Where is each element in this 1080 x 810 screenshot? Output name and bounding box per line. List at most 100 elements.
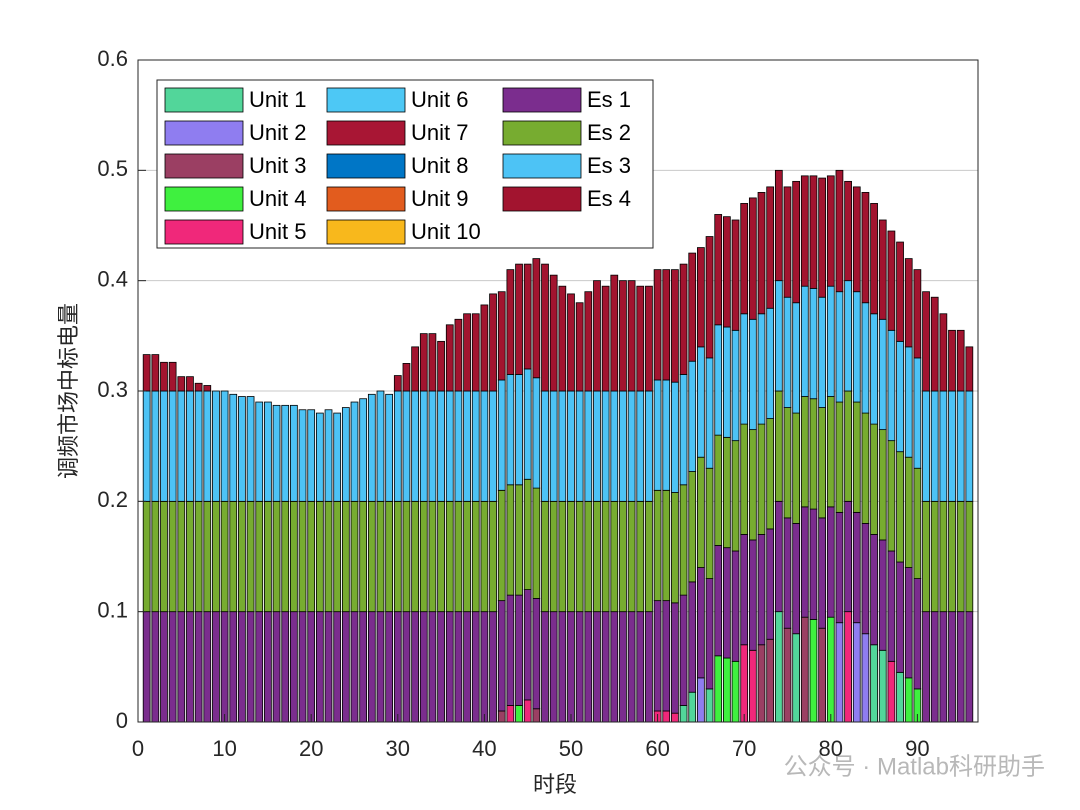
bar-segment <box>887 230 896 331</box>
bar-segment <box>177 500 186 613</box>
bar-segment <box>497 600 506 712</box>
bar-segment <box>852 511 861 624</box>
bar-segment <box>272 500 281 613</box>
bar-segment <box>575 390 584 502</box>
bar-segment <box>636 611 645 723</box>
bar-segment <box>930 500 939 613</box>
bar-segment <box>567 390 575 502</box>
bar-segment <box>463 390 471 502</box>
bar-segment <box>757 644 766 723</box>
bar-segment <box>870 313 878 425</box>
bar-segment <box>411 611 419 723</box>
y-tick-label: 0.1 <box>97 597 128 622</box>
bar-segment <box>212 500 220 613</box>
bar-segment <box>454 318 463 392</box>
legend-swatch <box>502 87 582 113</box>
bar-segment <box>870 203 878 315</box>
bar-segment <box>307 611 316 723</box>
bar-segment <box>887 550 896 662</box>
bar-segment <box>229 393 238 502</box>
bar-segment <box>826 175 835 287</box>
bar-segment <box>315 500 324 613</box>
x-tick-label: 30 <box>386 736 410 761</box>
bar-segment <box>333 412 342 502</box>
bar-segment <box>480 611 489 723</box>
x-tick-label: 10 <box>212 736 236 761</box>
bar-segment <box>549 274 558 392</box>
bar-segment <box>705 467 714 579</box>
bar-segment <box>359 398 368 502</box>
bar-segment <box>238 396 246 502</box>
x-tick-label: 90 <box>905 736 929 761</box>
bar-segment <box>619 280 627 392</box>
bar-segment <box>896 671 904 723</box>
bar-segment <box>835 401 844 513</box>
bar-segment <box>463 313 471 392</box>
bar-segment <box>186 500 194 613</box>
y-tick-label: 0.5 <box>97 156 128 181</box>
bar-segment <box>419 333 428 392</box>
legend-swatch <box>502 186 582 212</box>
bar-segment <box>203 500 212 613</box>
legend: Unit 1 Unit 2 Unit 3 Unit 4 Unit 5 Unit 6 Unit… <box>156 79 654 249</box>
bar-segment <box>532 708 541 723</box>
bar-segment <box>662 379 671 491</box>
bar-segment <box>939 500 948 613</box>
bar-segment <box>567 293 575 392</box>
bar-segment <box>627 500 636 613</box>
bar-segment <box>549 390 558 502</box>
bar-segment <box>748 649 757 723</box>
x-tick-label: 70 <box>732 736 756 761</box>
bar-segment <box>558 390 567 502</box>
bar-segment <box>393 390 402 502</box>
bar-segment <box>281 404 290 502</box>
bar-segment <box>584 390 593 502</box>
bar-segment <box>714 655 723 723</box>
legend-label: Unit 9 <box>411 186 468 211</box>
bar-segment <box>549 500 558 613</box>
x-tick-label: 80 <box>819 736 843 761</box>
x-tick-label: 0 <box>132 736 144 761</box>
bar-segment <box>558 611 567 723</box>
bar-segment <box>852 186 861 293</box>
bar-segment <box>783 186 792 298</box>
bar-segment <box>688 581 697 693</box>
bar-segment <box>653 489 662 602</box>
legend-swatch <box>326 153 406 179</box>
bar-segment <box>437 611 445 723</box>
x-tick-label: 50 <box>559 736 583 761</box>
bar-segment <box>679 705 688 723</box>
bar-segment <box>350 401 359 502</box>
bar-segment <box>636 285 645 392</box>
bar-segment <box>437 500 445 613</box>
bar-segment <box>714 434 723 546</box>
bar-segment <box>731 660 740 723</box>
bar-segment <box>792 302 801 414</box>
bar-segment <box>393 500 402 613</box>
bar-segment <box>774 280 783 392</box>
bar-segment <box>506 594 515 706</box>
bar-segment <box>186 611 194 723</box>
bar-segment <box>792 412 801 524</box>
bar-segment <box>731 550 740 662</box>
legend-label: Unit 10 <box>411 219 481 244</box>
bar-segment <box>515 484 523 596</box>
bar-segment <box>896 241 904 342</box>
bar-segment <box>437 390 445 502</box>
bar-segment <box>194 390 203 502</box>
bar-segment <box>913 357 922 469</box>
bar-segment <box>307 500 316 613</box>
y-tick-label: 0.3 <box>97 377 128 402</box>
bar-segment <box>255 500 264 613</box>
bar-segment <box>714 324 723 436</box>
bar-segment <box>792 180 801 304</box>
bar-segment <box>956 611 965 723</box>
bar-segment <box>272 611 281 723</box>
legend-swatch <box>164 87 244 113</box>
bar-segment <box>515 705 523 723</box>
bar-segment <box>151 611 160 723</box>
bar-segment <box>904 258 913 348</box>
bar-segment <box>454 500 463 613</box>
bar-segment <box>515 594 523 706</box>
bar-segment <box>142 500 151 613</box>
